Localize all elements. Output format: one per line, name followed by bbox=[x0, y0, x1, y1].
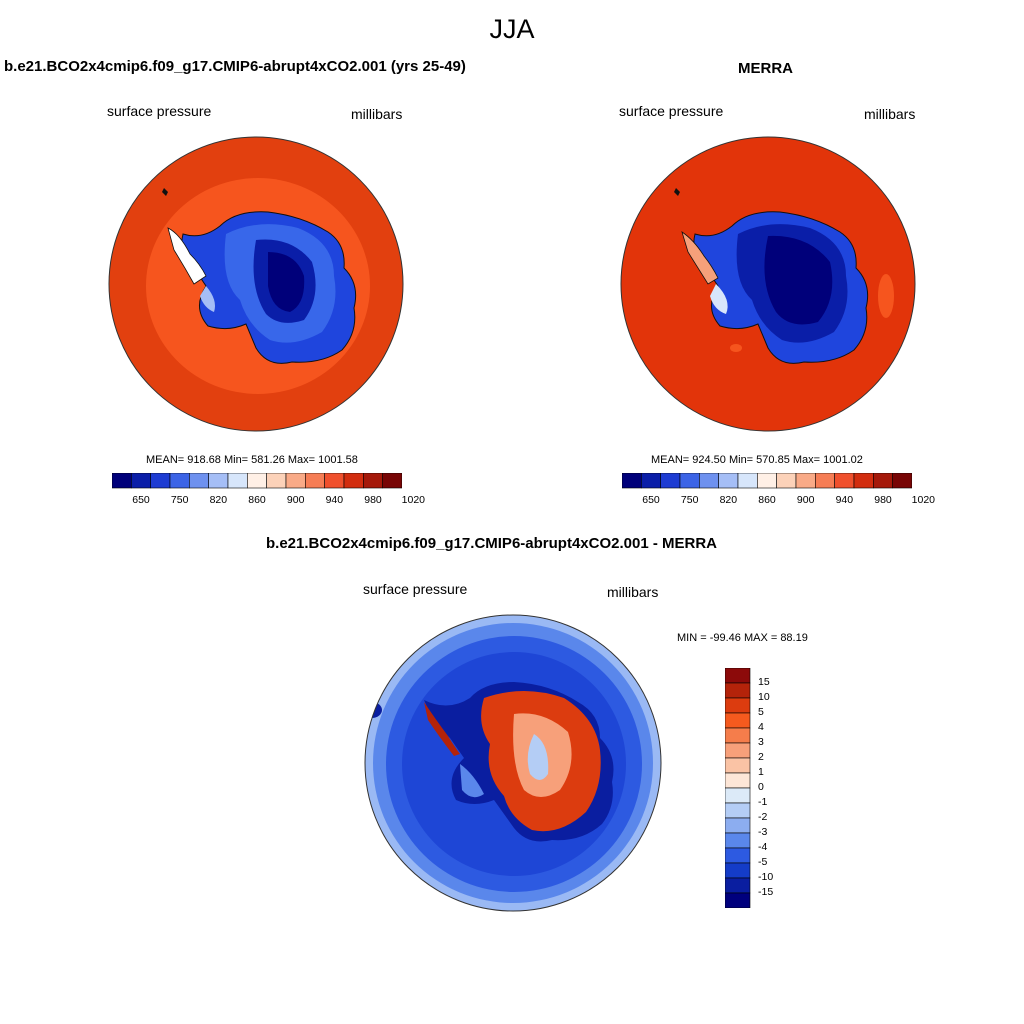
colorbar-tick-label: 650 bbox=[642, 494, 660, 506]
colorbar-swatch bbox=[622, 473, 642, 489]
colorbar-tick-label: -15 bbox=[758, 886, 774, 898]
panel-1-stats: MEAN= 918.68 Min= 581.26 Max= 1001.58 bbox=[146, 454, 358, 466]
colorbar-tick-label: 900 bbox=[796, 494, 815, 506]
colorbar-swatch bbox=[725, 847, 751, 864]
colorbar-swatch bbox=[725, 832, 751, 849]
panel-1-units-label: millibars bbox=[351, 106, 403, 122]
colorbar-swatch bbox=[795, 473, 816, 489]
colorbar-tick-label: -2 bbox=[758, 811, 768, 823]
colorbar-tick-label: 860 bbox=[248, 494, 266, 506]
panel-1-colorbar-labels: 650 750 820 860 900 940 980 1020 bbox=[112, 494, 425, 508]
colorbar-swatch bbox=[247, 473, 267, 489]
colorbar-swatch bbox=[285, 473, 306, 489]
colorbar-tick-label: 15 bbox=[758, 676, 770, 688]
panel-1-title: b.e21.BCO2x4cmip6.f09_g17.CMIP6-abrupt4x… bbox=[4, 58, 466, 75]
colorbar-tick-label: 980 bbox=[364, 494, 382, 506]
panel-3-stats: MIN = -99.46 MAX = 88.19 bbox=[677, 632, 808, 644]
colorbar-tick-label: 1020 bbox=[911, 494, 936, 506]
colorbar-swatch bbox=[776, 473, 797, 489]
colorbar-swatch bbox=[641, 473, 661, 489]
colorbar-tick-label: 0 bbox=[758, 781, 764, 793]
colorbar-swatch bbox=[815, 473, 835, 489]
panel-2-colorbar bbox=[622, 473, 912, 489]
panel-2-map bbox=[620, 136, 916, 432]
colorbar-swatch bbox=[725, 802, 751, 819]
colorbar-tick-label: -10 bbox=[758, 871, 774, 883]
colorbar-swatch bbox=[725, 877, 751, 894]
colorbar-swatch bbox=[363, 473, 383, 489]
colorbar-tick-label: 650 bbox=[132, 494, 150, 506]
colorbar-swatch bbox=[208, 473, 229, 489]
colorbar-tick-label: -1 bbox=[758, 796, 768, 808]
colorbar-tick-label: 940 bbox=[835, 494, 854, 506]
colorbar-tick-label: 10 bbox=[758, 691, 770, 703]
colorbar-swatch bbox=[343, 473, 364, 489]
colorbar-swatch bbox=[725, 727, 751, 744]
colorbar-swatch bbox=[305, 473, 325, 489]
panel-2-units-label: millibars bbox=[864, 106, 916, 122]
panel-2-variable-label: surface pressure bbox=[619, 103, 724, 119]
colorbar-swatch bbox=[725, 892, 751, 908]
colorbar-swatch bbox=[725, 668, 751, 684]
colorbar-tick-label: -4 bbox=[758, 841, 768, 853]
colorbar-tick-label: 820 bbox=[719, 494, 738, 506]
panel-3-variable-label: surface pressure bbox=[363, 581, 468, 597]
colorbar-swatch bbox=[266, 473, 287, 489]
colorbar-swatch bbox=[660, 473, 681, 489]
colorbar-tick-label: 1020 bbox=[401, 494, 426, 506]
colorbar-swatch bbox=[725, 787, 751, 804]
panel-3-colorbar-labels: 15 10 5 4 3 2 1 0 -1 -2 -3 -4 -5 -10 -15 bbox=[758, 668, 798, 908]
colorbar-swatch bbox=[725, 817, 751, 834]
colorbar-swatch bbox=[679, 473, 700, 489]
colorbar-swatch bbox=[873, 473, 893, 489]
colorbar-swatch bbox=[757, 473, 777, 489]
colorbar-swatch bbox=[892, 473, 912, 489]
colorbar-swatch bbox=[853, 473, 874, 489]
colorbar-swatch bbox=[737, 473, 758, 489]
panel-3-title: b.e21.BCO2x4cmip6.f09_g17.CMIP6-abrupt4x… bbox=[266, 535, 717, 552]
colorbar-tick-label: 1 bbox=[758, 766, 764, 778]
colorbar-swatch bbox=[725, 742, 751, 759]
colorbar-tick-label: 3 bbox=[758, 736, 764, 748]
panel-1-colorbar bbox=[112, 473, 402, 489]
colorbar-tick-label: 4 bbox=[758, 721, 764, 733]
colorbar-swatch bbox=[699, 473, 719, 489]
colorbar-swatch bbox=[718, 473, 739, 489]
panel-3-colorbar bbox=[725, 668, 751, 908]
panel-2-stats: MEAN= 924.50 Min= 570.85 Max= 1001.02 bbox=[651, 454, 863, 466]
colorbar-swatch bbox=[725, 682, 751, 699]
colorbar-swatch bbox=[725, 697, 751, 714]
colorbar-swatch bbox=[725, 772, 751, 789]
colorbar-tick-label: -3 bbox=[758, 826, 768, 838]
panel-1-map bbox=[108, 136, 404, 432]
colorbar-tick-label: 820 bbox=[209, 494, 228, 506]
colorbar-swatch bbox=[725, 862, 751, 879]
colorbar-swatch bbox=[227, 473, 248, 489]
figure-title: JJA bbox=[489, 14, 535, 44]
colorbar-tick-label: 750 bbox=[680, 494, 699, 506]
panel-2-colorbar-labels: 650 750 820 860 900 940 980 1020 bbox=[622, 494, 935, 508]
colorbar-swatch bbox=[834, 473, 855, 489]
colorbar-swatch bbox=[324, 473, 345, 489]
colorbar-tick-label: 2 bbox=[758, 751, 764, 763]
colorbar-tick-label: 980 bbox=[874, 494, 892, 506]
panel-2-title: MERRA bbox=[738, 60, 793, 77]
colorbar-swatch bbox=[725, 757, 751, 774]
colorbar-swatch bbox=[150, 473, 171, 489]
panel-1-variable-label: surface pressure bbox=[107, 103, 212, 119]
colorbar-swatch bbox=[112, 473, 132, 489]
colorbar-swatch bbox=[131, 473, 151, 489]
colorbar-tick-label: 900 bbox=[286, 494, 305, 506]
panel-3-units-label: millibars bbox=[607, 584, 659, 600]
colorbar-swatch bbox=[382, 473, 402, 489]
colorbar-tick-label: 5 bbox=[758, 706, 764, 718]
colorbar-swatch bbox=[725, 712, 751, 729]
colorbar-tick-label: 940 bbox=[325, 494, 344, 506]
panel-3-map bbox=[364, 614, 662, 912]
colorbar-tick-label: -5 bbox=[758, 856, 768, 868]
colorbar-tick-label: 750 bbox=[170, 494, 189, 506]
colorbar-swatch bbox=[169, 473, 190, 489]
colorbar-swatch bbox=[189, 473, 209, 489]
colorbar-tick-label: 860 bbox=[758, 494, 776, 506]
